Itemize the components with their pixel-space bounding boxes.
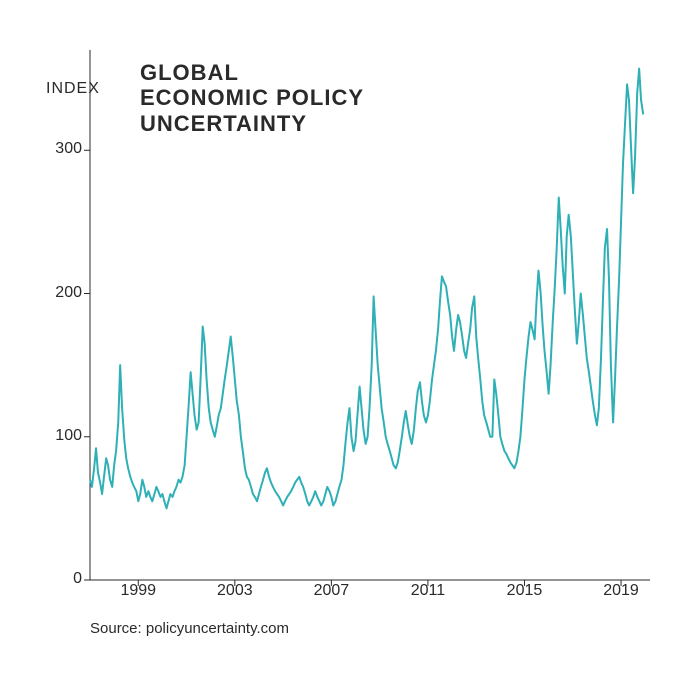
y-tick-label: 100	[55, 427, 82, 445]
chart-container: INDEX GLOBAL ECONOMIC POLICY UNCERTAINTY…	[0, 0, 700, 700]
y-tick-label: 0	[73, 570, 82, 588]
chart-source: Source: policyuncertainty.com	[90, 620, 289, 637]
y-tick-label: 300	[55, 140, 82, 158]
x-tick-label: 2011	[411, 582, 445, 600]
x-tick-label: 2003	[217, 582, 253, 600]
x-tick-label: 2007	[314, 582, 350, 600]
y-tick-label: 200	[55, 284, 82, 302]
line-chart	[90, 50, 650, 580]
x-tick-label: 2015	[507, 582, 543, 600]
series-line	[90, 69, 643, 509]
x-tick-label: 1999	[120, 582, 156, 600]
x-tick-label: 2019	[603, 582, 639, 600]
